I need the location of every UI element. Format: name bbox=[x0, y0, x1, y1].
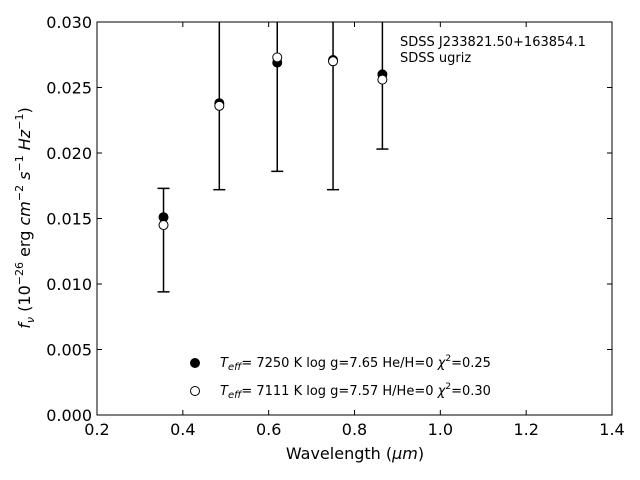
object-name-annotation: SDSS J233821.50+163854.1 bbox=[400, 35, 586, 50]
x-tick-label: 0.6 bbox=[256, 420, 281, 439]
x-tick-label: 1.4 bbox=[599, 420, 624, 439]
x-tick-label: 0.4 bbox=[170, 420, 195, 439]
photometry-annotation: SDSS ugriz bbox=[400, 51, 471, 66]
legend: Teff= 7250 K log g=7.65 He/H=0 χ2=0.25 T… bbox=[190, 354, 491, 401]
x-tick-label: 0.2 bbox=[84, 420, 109, 439]
legend-entry-2: Teff= 7111 K log g=7.57 H/He=0 χ2=0.30 bbox=[220, 382, 491, 401]
y-axis-label: fν (10−26 erg cm−2 s−1 Hz−1) bbox=[13, 107, 37, 328]
x-tick-label: 1.2 bbox=[513, 420, 538, 439]
x-tick-label: 1.0 bbox=[428, 420, 453, 439]
point-open bbox=[214, 100, 225, 111]
y-tick-label: 0.000 bbox=[46, 406, 92, 425]
y-tick-label: 0.010 bbox=[46, 275, 92, 294]
legend-marker-open bbox=[190, 386, 200, 396]
x-tick-label: 0.8 bbox=[342, 420, 367, 439]
y-tick-label: 0.005 bbox=[46, 341, 92, 360]
y-tick-label: 0.015 bbox=[46, 210, 92, 229]
plot-frame bbox=[96, 21, 613, 416]
y-tick-label: 0.025 bbox=[46, 79, 92, 98]
point-open bbox=[377, 74, 388, 85]
legend-entry-1: Teff= 7250 K log g=7.65 He/H=0 χ2=0.25 bbox=[220, 354, 491, 373]
data-points bbox=[158, 52, 388, 231]
point-open bbox=[328, 56, 339, 67]
x-axis-label: Wavelength (μm) bbox=[286, 444, 424, 463]
y-tick-label: 0.030 bbox=[46, 13, 92, 32]
x-axis-ticks: 0.2 0.4 0.6 0.8 1.0 1.2 1.4 bbox=[84, 22, 625, 439]
point-open bbox=[272, 52, 283, 63]
point-open bbox=[158, 220, 169, 231]
legend-marker-filled bbox=[190, 358, 200, 368]
y-tick-label: 0.020 bbox=[46, 144, 92, 163]
y-axis-ticks: 0.000 0.005 0.010 0.015 0.020 0.025 0.030 bbox=[46, 13, 612, 425]
